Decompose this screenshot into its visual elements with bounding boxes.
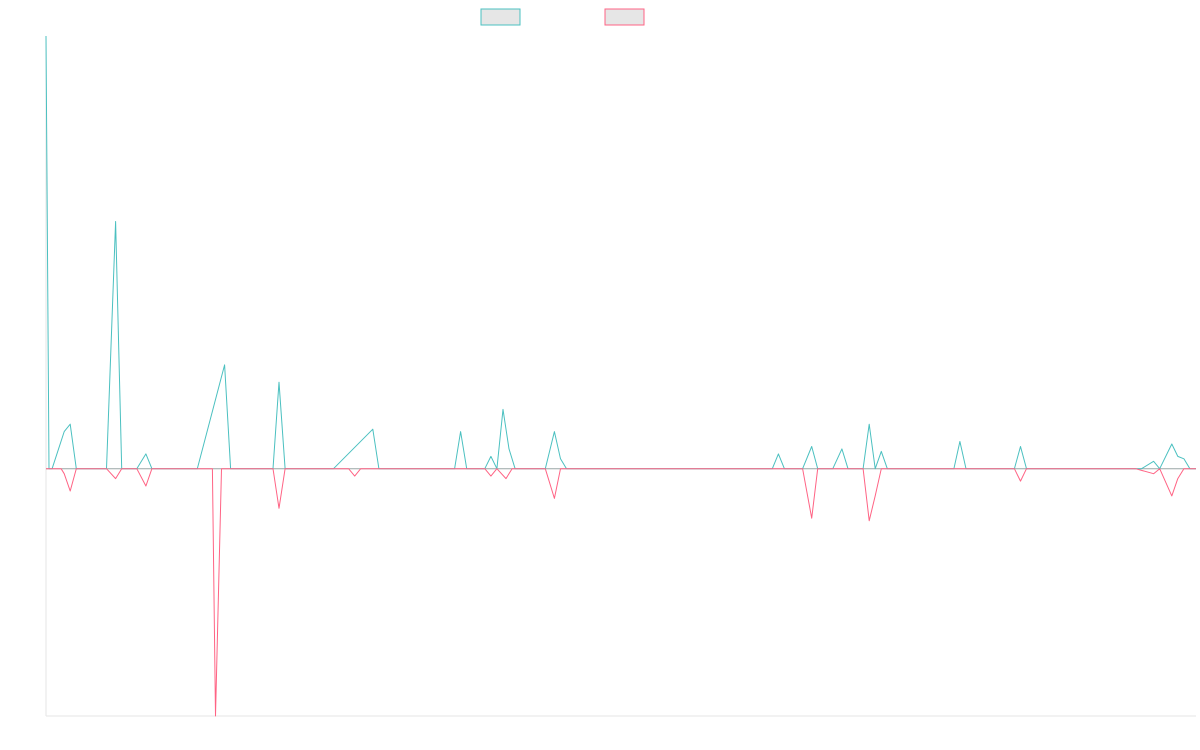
legend-swatch-series-1[interactable] [480,8,521,26]
series-line-2 [46,468,1196,717]
series-lines [45,35,1196,717]
series-line-1 [45,35,1196,470]
axes [45,36,1196,717]
legend-swatch-series-2[interactable] [604,8,645,26]
legend [480,8,645,26]
